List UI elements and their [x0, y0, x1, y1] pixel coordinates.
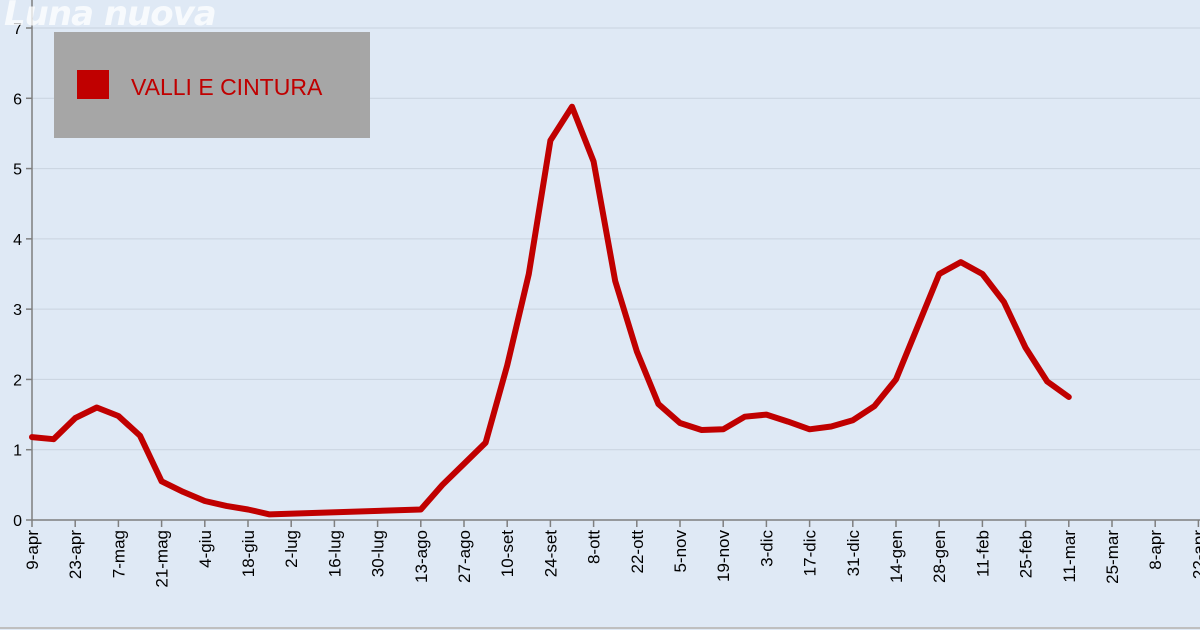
watermark-logo: Luna nuova [4, 0, 217, 34]
y-tick-label: 0 [13, 513, 22, 530]
y-axis-ticks: 0 1 2 3 4 5 6 7 [13, 21, 32, 530]
x-tick-label: 17-dic [801, 530, 820, 577]
y-tick-label: 4 [13, 232, 22, 249]
series-line-valli-e-cintura [29, 103, 1072, 518]
y-tick-label: 7 [13, 21, 22, 38]
x-tick-label: 25-mar [1103, 530, 1122, 584]
x-tick-label: 31-dic [844, 530, 863, 577]
x-tick-label: 13-ago [412, 530, 431, 583]
x-tick-label: 9-apr [23, 530, 42, 570]
x-tick-label: 8-apr [1146, 530, 1165, 570]
x-tick-label: 11-feb [973, 530, 992, 577]
legend-swatch [77, 70, 109, 99]
x-tick-label: 3-dic [757, 530, 776, 567]
x-tick-label: 10-set [498, 530, 517, 578]
legend-label: VALLI E CINTURA [131, 74, 323, 100]
x-tick-label: 22-apr [1189, 530, 1200, 579]
x-tick-label: 21-mag [153, 530, 172, 588]
x-tick-label: 19-nov [714, 530, 733, 582]
x-tick-label: 28-gen [930, 530, 949, 583]
y-tick-label: 1 [13, 443, 22, 460]
x-tick-label: 27-ago [455, 530, 474, 583]
x-tick-label: 22-ott [628, 530, 647, 574]
gridlines [32, 27, 1200, 451]
x-tick-label: 14-gen [887, 530, 906, 583]
x-tick-label: 18-giu [239, 530, 258, 577]
y-tick-label: 5 [13, 162, 22, 179]
x-tick-label: 16-lug [325, 530, 344, 577]
x-tick-label: 24-set [541, 530, 560, 578]
x-tick-label: 2-lug [282, 530, 301, 568]
x-tick-label: 5-nov [671, 530, 690, 573]
series-layer [29, 103, 1072, 518]
x-tick-label: 7-mag [109, 530, 128, 578]
x-tick-label: 11-mar [1060, 530, 1079, 583]
x-tick-label: 4-giu [196, 530, 215, 568]
x-tick-label: 8-ott [585, 530, 604, 564]
y-tick-label: 2 [13, 372, 22, 389]
x-axis-ticks: 9-apr 23-apr 7-mag 21-mag 4-giu 18-giu 2-lug 16… [23, 520, 1200, 588]
x-tick-label: 23-apr [66, 530, 85, 579]
y-tick-label: 6 [13, 91, 22, 108]
x-tick-label: 30-lug [369, 530, 388, 577]
legend: VALLI E CINTURA [54, 32, 370, 138]
x-tick-label: 25-feb [1017, 530, 1036, 578]
y-tick-label: 3 [13, 302, 22, 319]
